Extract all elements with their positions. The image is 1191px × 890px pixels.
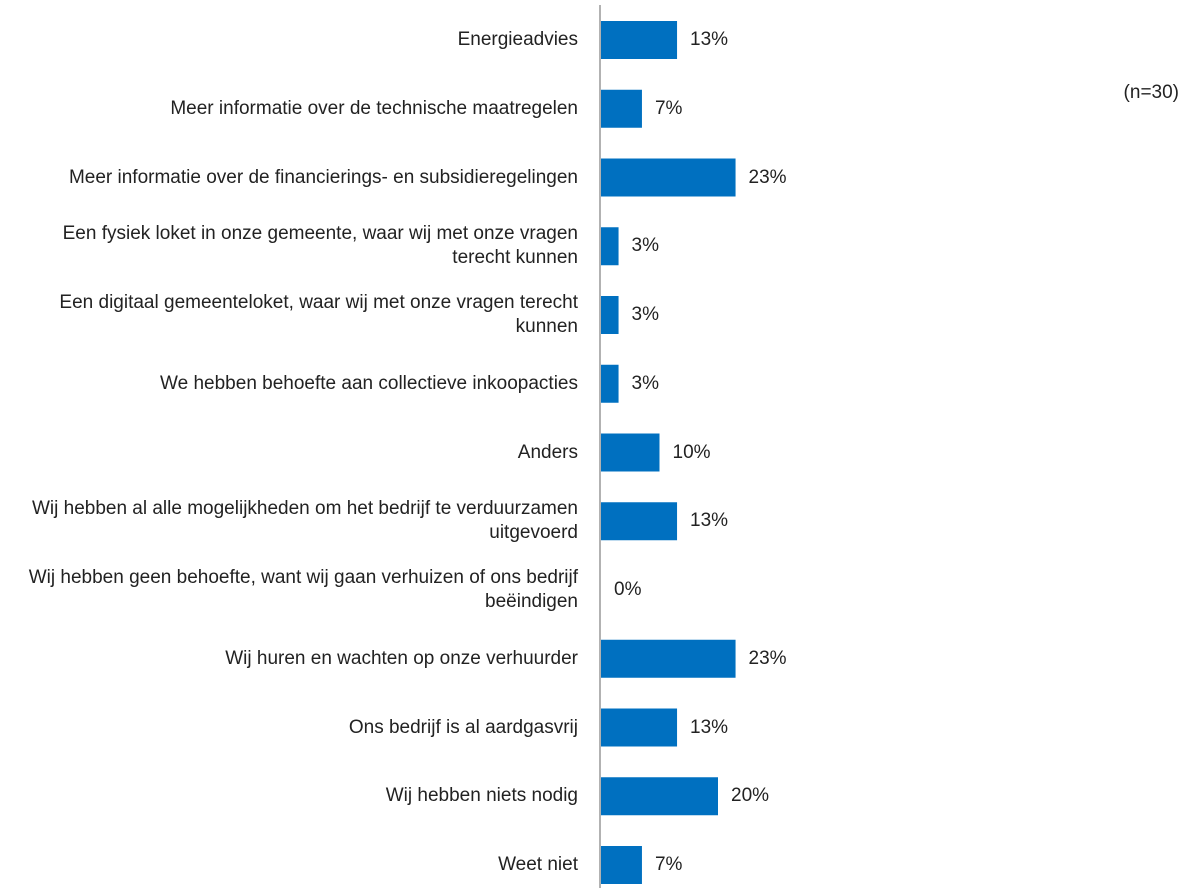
value-label: 13% [690,510,729,532]
category-label: Meer informatie over de financierings- e… [68,166,578,188]
category-label: Anders [517,441,578,463]
value-label: 0% [614,579,642,600]
value-label: 20% [731,785,770,807]
category-label: Weet niet [498,854,578,875]
category-label: Energieadvies [457,29,578,50]
category-label: We hebben behoefte aan collectieve inkoo… [160,372,578,394]
category-label: Een digitaal gemeenteloket, waar wij met… [59,292,578,337]
bar [601,433,660,472]
value-label: 13% [690,716,729,738]
bar [601,777,718,816]
bar [601,296,619,334]
category-label: Ons bedrijf is al aardgasvrij [348,716,578,738]
value-label: 3% [631,372,660,394]
bar [601,639,736,678]
bar [601,846,642,884]
category-label: Wij hebben al alle mogelijkheden om het … [31,498,578,544]
bar [601,158,736,197]
value-label: 7% [654,97,683,119]
bar [601,21,678,59]
category-label: Wij huren en wachten op onze verhuurder [225,647,578,669]
value-label: 3% [631,304,660,325]
value-label: 10% [672,441,711,463]
value-label: 23% [748,166,787,188]
bar [601,227,619,266]
category-label: Meer informatie over de technische maatr… [170,97,578,119]
bar [601,502,678,541]
value-label: 7% [654,854,683,875]
category-label: Wij hebben geen behoefte, want wij gaan … [28,567,578,612]
bar [601,89,642,128]
value-label: 23% [748,647,787,669]
value-label: 3% [631,235,660,257]
annotation: (n=30) [1123,82,1179,103]
bar [601,364,619,403]
category-label: Wij hebben niets nodig [385,785,578,807]
value-label: 13% [690,29,729,50]
bar [601,708,678,747]
category-label: Een fysiek loket in onze gemeente, waar … [62,223,578,269]
